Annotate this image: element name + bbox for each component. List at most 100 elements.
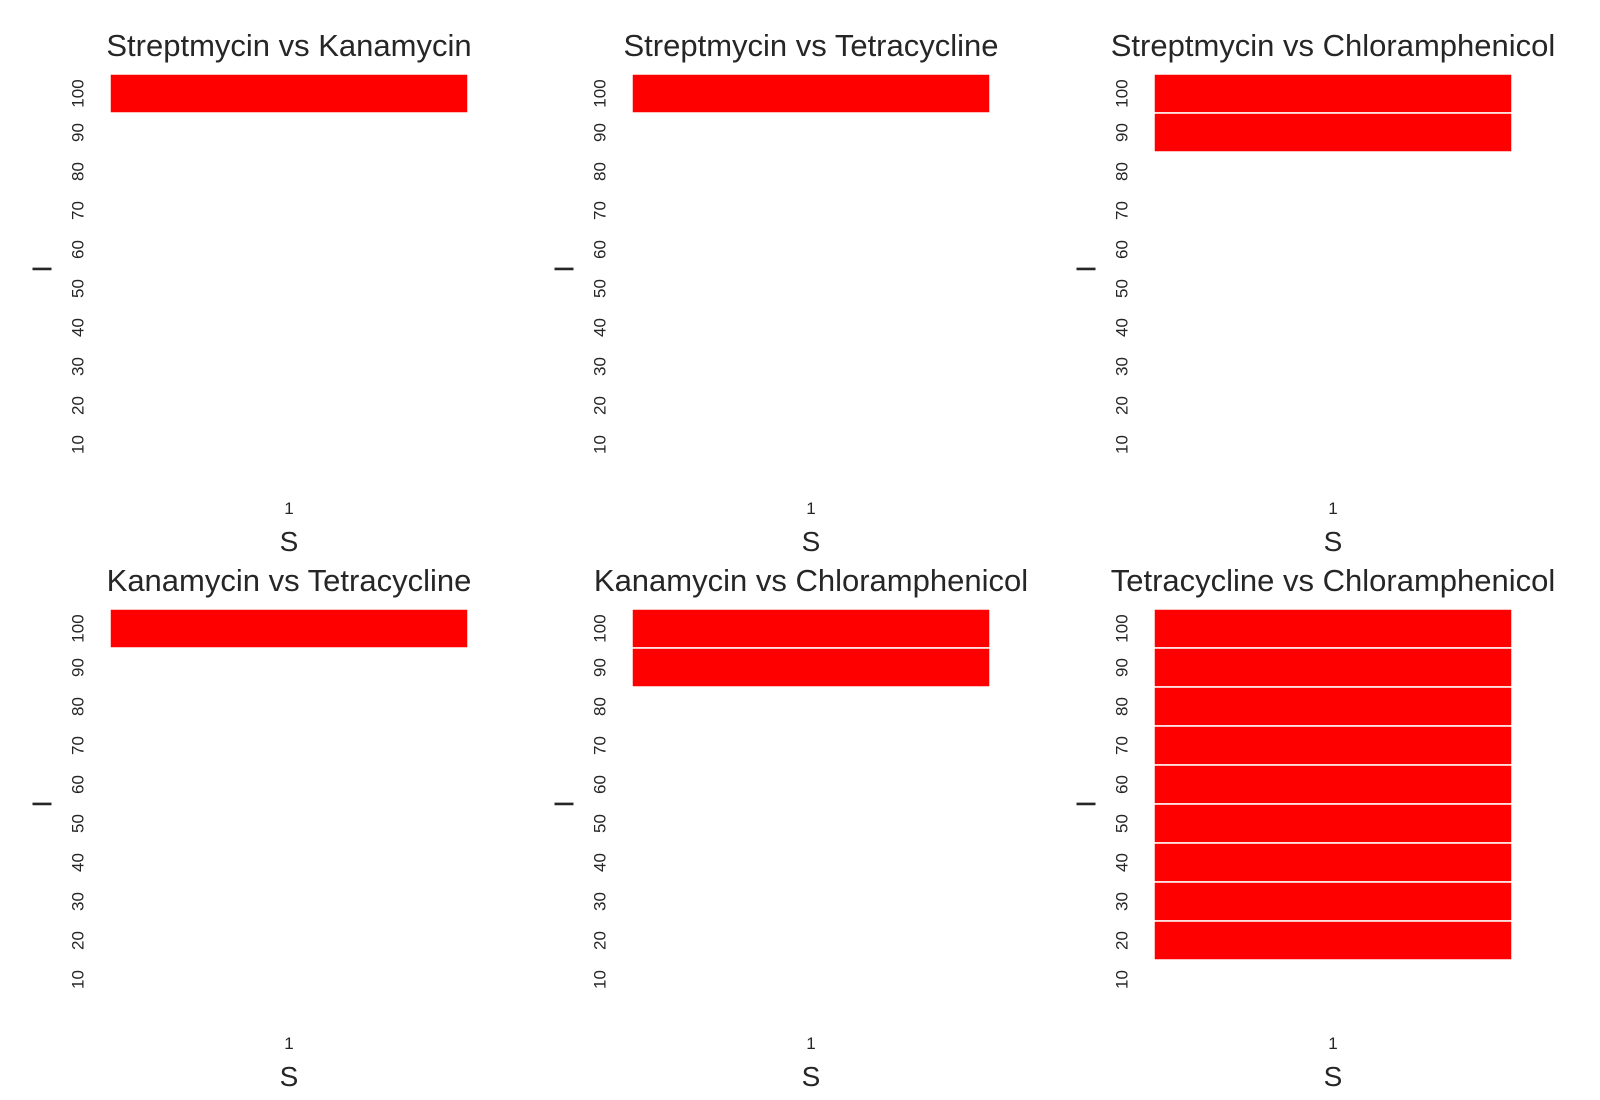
y-tick-label: 100 [1113,614,1132,642]
y-tick-label: 60 [1113,240,1132,259]
heatmap-cell [1153,842,1513,883]
y-tick-label: 100 [591,79,610,107]
heatmap-cell [1153,725,1513,766]
panel-title: Tetracycline vs Chloramphenicol [1111,563,1556,598]
y-tick-label: 80 [1113,697,1132,716]
heatmap-cell [1153,112,1513,153]
y-tick-label: 80 [591,162,610,181]
y-tick-label: 20 [1113,396,1132,415]
chart-panel-4: Kanamycin vs Tetracycline 100 90 80 70 60 50 40… [27,563,472,1092]
y-tick-label: 60 [591,775,610,794]
y-tick-label: 90 [591,123,610,142]
y-tick-label: 80 [591,697,610,716]
heatmap-cell [1153,73,1513,114]
y-tick-label: 70 [69,736,88,755]
heatmap-cell [1153,647,1513,688]
x-tick-label: 1 [806,499,815,518]
x-tick-label: 1 [806,1034,815,1053]
chart-panel-1: Streptmycin vs Kanamycin 100 90 80 70 60 50 40 3… [27,28,472,557]
y-tick-label: 90 [69,123,88,142]
y-tick-label: 20 [591,931,610,950]
y-tick-label: 30 [1113,357,1132,376]
x-axis-label: S [1324,1061,1343,1092]
chart-panel-5: Kanamycin vs Chloramphenicol 100 90 80 70 60 5… [549,563,1029,1092]
panel-title: Streptmycin vs Chloramphenicol [1111,28,1556,63]
y-tick-label: 40 [69,318,88,337]
y-axis-label: I [1071,800,1102,808]
y-axis-label: I [1071,265,1102,273]
y-axis-label: I [549,800,580,808]
heatmap-cell [631,73,991,114]
y-tick-label: 50 [69,279,88,298]
y-tick-label: 90 [591,658,610,677]
y-tick-label: 30 [591,892,610,911]
y-tick-label: 50 [591,814,610,833]
x-tick-label: 1 [1328,1034,1337,1053]
y-tick-label: 60 [1113,775,1132,794]
y-tick-label: 80 [69,697,88,716]
y-tick-label: 20 [69,931,88,950]
y-tick-label: 100 [69,614,88,642]
x-axis-label: S [1324,526,1343,557]
y-tick-label: 100 [69,79,88,107]
heatmap-cell [1153,920,1513,961]
y-tick-label: 70 [69,201,88,220]
y-tick-label: 40 [591,318,610,337]
panel-title: Streptmycin vs Tetracycline [624,28,999,63]
heatmap-cell [631,608,991,649]
heatmap-cell [1153,764,1513,805]
y-tick-label: 50 [69,814,88,833]
y-tick-label: 40 [1113,318,1132,337]
y-tick-label: 70 [1113,736,1132,755]
y-tick-label: 30 [591,357,610,376]
heatmap-cell [109,608,469,649]
y-tick-label: 60 [591,240,610,259]
heatmap-cell [109,73,469,114]
y-tick-label: 90 [1113,658,1132,677]
y-tick-label: 50 [1113,814,1132,833]
y-tick-label: 50 [591,279,610,298]
heatmap-cell [1153,803,1513,844]
x-axis-label: S [802,1061,821,1092]
chart-panel-2: Streptmycin vs Tetracycline 100 90 80 70 60 50… [549,28,999,557]
heatmap-cell [1153,608,1513,649]
y-tick-label: 60 [69,240,88,259]
y-tick-label: 30 [1113,892,1132,911]
y-tick-label: 60 [69,775,88,794]
y-tick-label: 20 [591,396,610,415]
y-tick-label: 70 [591,736,610,755]
x-tick-label: 1 [284,499,293,518]
y-tick-label: 20 [1113,931,1132,950]
heatmap-cell [1153,686,1513,727]
y-tick-label: 20 [69,396,88,415]
chart-panel-6: Tetracycline vs Chloramphenicol 100 90 80 70… [1071,563,1556,1092]
y-axis-label: I [27,800,58,808]
y-tick-label: 50 [1113,279,1132,298]
y-tick-label: 10 [1113,435,1132,454]
y-tick-label: 40 [1113,853,1132,872]
y-tick-label: 10 [591,970,610,989]
y-tick-label: 30 [69,892,88,911]
x-tick-label: 1 [1328,499,1337,518]
y-tick-label: 80 [69,162,88,181]
x-axis-label: S [280,526,299,557]
chart-panel-3: Streptmycin vs Chloramphenicol 100 90 80 70 6… [1071,28,1556,557]
x-axis-label: S [280,1061,299,1092]
y-tick-label: 70 [1113,201,1132,220]
panel-title: Kanamycin vs Tetracycline [107,563,472,598]
y-tick-label: 10 [69,970,88,989]
y-tick-label: 70 [591,201,610,220]
y-axis-label: I [27,265,58,273]
y-tick-label: 10 [69,435,88,454]
heatmap-cell [631,647,991,688]
y-tick-label: 40 [69,853,88,872]
y-tick-label: 90 [69,658,88,677]
y-tick-label: 10 [1113,970,1132,989]
x-axis-label: S [802,526,821,557]
panel-title: Kanamycin vs Chloramphenicol [594,563,1028,598]
x-tick-label: 1 [284,1034,293,1053]
y-tick-label: 80 [1113,162,1132,181]
y-tick-label: 30 [69,357,88,376]
y-axis-label: I [549,265,580,273]
